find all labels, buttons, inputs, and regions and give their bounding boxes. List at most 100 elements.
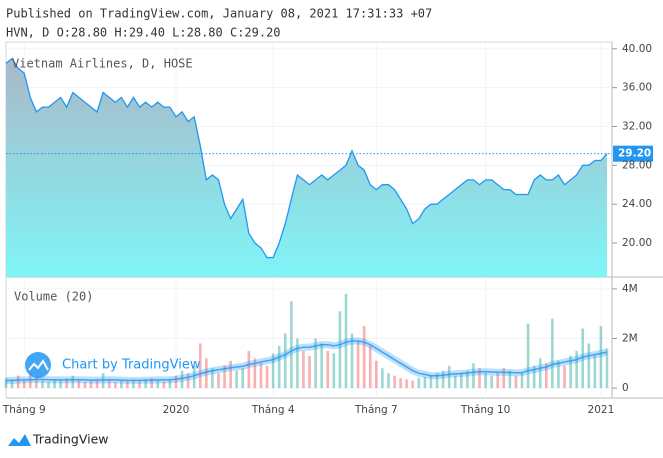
volume-bar [217, 373, 220, 389]
volume-bar [271, 353, 275, 389]
volume-bar [526, 323, 530, 389]
volume-bar [22, 380, 26, 389]
volume-bar [496, 373, 500, 389]
volume-bar [344, 293, 348, 389]
volume-bar [144, 379, 147, 389]
volume-bar [362, 326, 366, 389]
volume-bar [338, 311, 342, 389]
volume-bar [53, 379, 56, 389]
volume-bar [277, 345, 281, 389]
volume-bar [478, 368, 481, 389]
watermark: Chart by TradingView [25, 352, 201, 378]
x-tick-label: Tháng 10 [460, 404, 511, 416]
volume-bar [132, 380, 135, 389]
volume-bar [399, 378, 402, 389]
volume-bar [502, 368, 506, 389]
x-tick-label: 2021 [588, 404, 615, 416]
published-info: Published on TradingView.com, January 08… [6, 7, 432, 21]
volume-bar [283, 333, 287, 389]
volume-bar [4, 378, 8, 389]
y-tick-label: 36.00 [622, 82, 652, 94]
volume-ma-line [5, 340, 608, 382]
volume-bar [605, 348, 609, 389]
volume-bar [120, 380, 123, 389]
volume-bar [417, 378, 421, 389]
volume-bar [423, 376, 427, 389]
volume-bar [569, 355, 572, 389]
volume-bar [290, 301, 293, 389]
volume-bar [16, 375, 20, 389]
volume-bar [551, 318, 554, 389]
volume-bar [41, 380, 44, 389]
volume-bar [47, 381, 50, 389]
volume-bar [350, 333, 354, 389]
volume-bar [368, 345, 372, 389]
watermark-icon [25, 352, 51, 378]
volume-bar [538, 358, 542, 389]
y-tick-label: 24.00 [622, 198, 652, 210]
volume-bar [490, 375, 493, 389]
volume-bar [71, 375, 75, 389]
volume-bar [387, 373, 390, 389]
volume-bar [466, 370, 469, 389]
volume-bar [411, 380, 415, 389]
volume-bar [314, 338, 317, 389]
volume-bar [259, 363, 263, 389]
volume-bar [393, 375, 396, 389]
volume-bar [126, 381, 129, 389]
volume-bar [593, 355, 597, 389]
volume-bar [156, 380, 160, 389]
volume-bar [180, 370, 184, 389]
volume-bar [599, 326, 603, 389]
footer-logo[interactable]: TradingView [8, 432, 109, 447]
x-tick-label: Tháng 9 [2, 404, 46, 416]
volume-bar [35, 376, 38, 389]
volume-bar [514, 375, 518, 389]
symbol-title: Vietnam Airlines, D, HOSE [12, 57, 193, 71]
volume-bar [575, 350, 578, 389]
volume-bar [205, 358, 208, 389]
volume-bar [472, 363, 475, 389]
volume-bar [150, 378, 153, 389]
volume-bar [375, 360, 378, 389]
volume-bar [192, 365, 196, 389]
x-tick-label: 2020 [163, 404, 190, 416]
price-area [6, 58, 607, 277]
x-tick-label: Tháng 4 [251, 404, 295, 416]
volume-bar [356, 340, 360, 389]
y-tick-label: 0 [622, 382, 629, 394]
volume-bar [229, 360, 232, 389]
volume-bar [381, 368, 384, 389]
volume-bar [113, 381, 117, 389]
y-tick-label: 2M [622, 332, 638, 344]
y-tick-label: 4M [622, 283, 638, 295]
volume-bar [581, 328, 585, 389]
volume-bar [447, 365, 451, 389]
volume-bar [265, 365, 269, 389]
y-tick-label: 20.00 [622, 237, 652, 249]
ohlc-info: HVN, D O:28.80 H:29.40 L:28.80 C:29.20 [6, 26, 281, 40]
volume-bar [59, 380, 62, 389]
x-tick-label: Tháng 7 [354, 404, 398, 416]
logo-text[interactable]: TradingView [32, 432, 109, 447]
volume-bar [453, 375, 457, 389]
volume-bar [162, 381, 166, 389]
volume-bar [308, 355, 311, 389]
volume-bar [435, 373, 439, 389]
watermark-text: Chart by TradingView [62, 358, 201, 373]
volume-bar [186, 373, 190, 389]
volume-bar [95, 379, 99, 389]
y-tick-label: 28.00 [622, 159, 652, 171]
volume-bar [484, 373, 487, 389]
volume-bar [460, 373, 463, 389]
volume-bar [429, 375, 433, 389]
volume-bar [77, 380, 81, 389]
volume-bar [28, 373, 32, 389]
volume-bar [520, 373, 524, 389]
volume-bar [405, 379, 408, 389]
y-tick-label: 40.00 [622, 43, 652, 55]
volume-bar [235, 370, 238, 389]
volume-bar [544, 363, 548, 389]
volume-bar [563, 365, 566, 389]
